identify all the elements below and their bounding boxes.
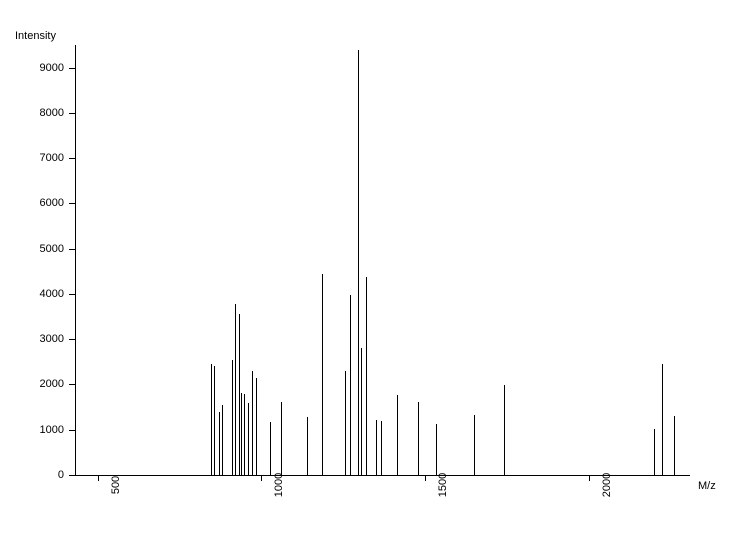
spectrum-peak <box>248 403 249 475</box>
y-tick-label: 9000 <box>24 62 64 74</box>
spectrum-peak <box>211 364 212 475</box>
y-tick-label: 6000 <box>24 197 64 209</box>
spectrum-peak <box>214 366 215 475</box>
spectrum-peak <box>376 420 377 475</box>
y-tick <box>69 68 75 69</box>
spectrum-peak <box>232 360 233 475</box>
spectrum-peak <box>361 348 362 475</box>
x-axis-title: M/z <box>698 480 716 492</box>
x-tick-label: 2000 <box>589 473 613 497</box>
y-axis-line <box>75 45 76 475</box>
spectrum-peak <box>350 295 351 475</box>
spectrum-peak <box>222 405 223 475</box>
spectrum-peak <box>219 412 220 475</box>
spectrum-peak <box>654 429 655 475</box>
spectrum-peak <box>358 50 359 475</box>
y-axis-title: Intensity <box>15 30 56 42</box>
y-tick <box>69 384 75 385</box>
y-tick <box>69 158 75 159</box>
spectrum-peak <box>244 394 245 475</box>
spectrum-peak <box>281 402 282 475</box>
spectrum-peak <box>345 371 346 475</box>
spectrum-peak <box>381 421 382 475</box>
y-tick-label: 4000 <box>24 288 64 300</box>
spectrum-peak <box>252 371 253 475</box>
y-tick-label: 8000 <box>24 107 64 119</box>
spectrum-peak <box>241 393 242 475</box>
y-tick-label: 2000 <box>24 378 64 390</box>
y-tick <box>69 339 75 340</box>
x-tick-label: 500 <box>98 476 122 494</box>
spectrum-peak <box>322 274 323 475</box>
spectrum-peak <box>662 364 663 475</box>
spectrum-peak <box>504 385 505 475</box>
spectrum-peak <box>366 277 367 475</box>
spectrum-peak <box>307 417 308 475</box>
x-tick-label: 1500 <box>425 473 449 497</box>
y-tick-label: 7000 <box>24 152 64 164</box>
y-tick-label: 5000 <box>24 243 64 255</box>
spectrum-peak <box>235 304 236 475</box>
spectrum-peak <box>436 424 437 475</box>
y-tick <box>69 475 75 476</box>
y-tick-label: 1000 <box>24 424 64 436</box>
x-tick-label: 1000 <box>261 473 285 497</box>
spectrum-peak <box>256 378 257 475</box>
y-tick <box>69 203 75 204</box>
y-tick <box>69 294 75 295</box>
y-tick <box>69 113 75 114</box>
spectrum-peak <box>397 395 398 475</box>
y-tick <box>69 430 75 431</box>
y-tick <box>69 249 75 250</box>
spectrum-peak <box>474 415 475 475</box>
mass-spectrum-chart: Intensity M/z 0 1000 2000 3000 4000 5000 6000 7… <box>0 0 750 540</box>
spectrum-peak <box>674 416 675 475</box>
spectrum-peak <box>270 422 271 475</box>
spectrum-peak <box>418 402 419 475</box>
y-tick-label: 3000 <box>24 333 64 345</box>
y-tick-label: 0 <box>24 469 64 481</box>
spectrum-peak <box>239 314 240 475</box>
